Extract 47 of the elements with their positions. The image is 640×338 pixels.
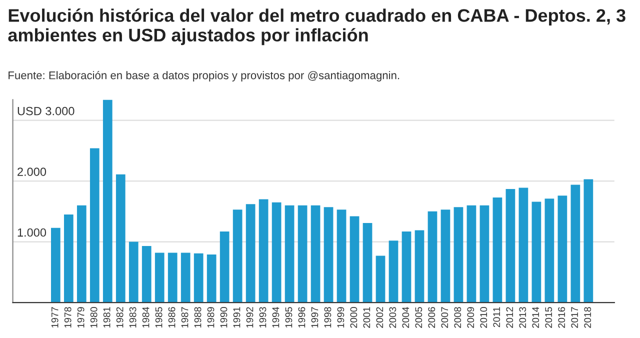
x-tick-label: 2003 <box>389 307 396 328</box>
x-tick-label: 2004 <box>402 306 410 328</box>
x-tick-label: 2000 <box>350 307 358 328</box>
x-tick-label: 1988 <box>194 307 202 328</box>
x-tick-label: 1995 <box>285 307 292 328</box>
x-tick-label: 1980 <box>90 307 98 328</box>
x-tick-label: 2016 <box>558 307 566 328</box>
x-tick-label: 2002 <box>376 307 384 328</box>
x-tick-label: 2008 <box>454 307 462 328</box>
x-tick-label: 2001 <box>363 307 370 328</box>
x-tick-label: 1977 <box>51 307 58 328</box>
x-tick-label: 1985 <box>155 307 162 328</box>
chart-subtitle: Fuente: Elaboración en base a datos propios y provistos por @santiagomagnin. <box>8 70 400 82</box>
x-tick-label: 1992 <box>246 307 254 328</box>
x-tick-label: 2018 <box>584 307 592 328</box>
x-tick-label: 1997 <box>311 307 318 328</box>
x-tick-label: 1979 <box>77 307 84 328</box>
y-tick-label: 2.000 <box>18 168 46 176</box>
x-tick-label: 1996 <box>298 307 306 328</box>
x-tick-label: 2012 <box>506 307 514 328</box>
x-tick-label: 2014 <box>532 306 540 328</box>
x-tick-label: 2005 <box>415 307 422 328</box>
x-tick-label: 2011 <box>493 307 500 328</box>
x-tick-label: 1983 <box>129 307 136 328</box>
x-tick-label: 1998 <box>324 307 332 328</box>
x-tick-label: 1999 <box>337 307 344 328</box>
x-tick-label: 2007 <box>441 307 448 328</box>
x-tick-label: 2015 <box>545 307 552 328</box>
x-tick-label: 1991 <box>233 307 240 328</box>
x-tick-label: 1989 <box>207 307 214 328</box>
y-tick-label: 1.000 <box>18 228 46 237</box>
chart-title: Evolución histórica del valor del metro cuadrado en CABA - Deptos. 2, 3 ambientes en USD ajustados por inflación <box>8 8 626 46</box>
x-tick-label: 1994 <box>272 306 280 328</box>
x-tick-label: 2006 <box>428 307 436 328</box>
x-tick-label: 1990 <box>220 307 228 328</box>
x-tick-label: 2013 <box>519 307 526 328</box>
x-tick-label: 1986 <box>168 307 176 328</box>
x-tick-label: 1984 <box>142 306 150 328</box>
x-tick-label: 1993 <box>259 307 266 328</box>
x-tick-label: 2017 <box>571 307 578 328</box>
x-tick-label: 2010 <box>480 307 488 328</box>
x-tick-label: 1982 <box>116 307 124 328</box>
x-tick-label: 1978 <box>64 307 72 328</box>
x-tick-label: 2009 <box>467 307 474 328</box>
x-tick-label: 1981 <box>103 307 110 328</box>
x-tick-label: 1987 <box>181 307 188 328</box>
y-tick-label: USD 3.000 <box>18 106 74 116</box>
